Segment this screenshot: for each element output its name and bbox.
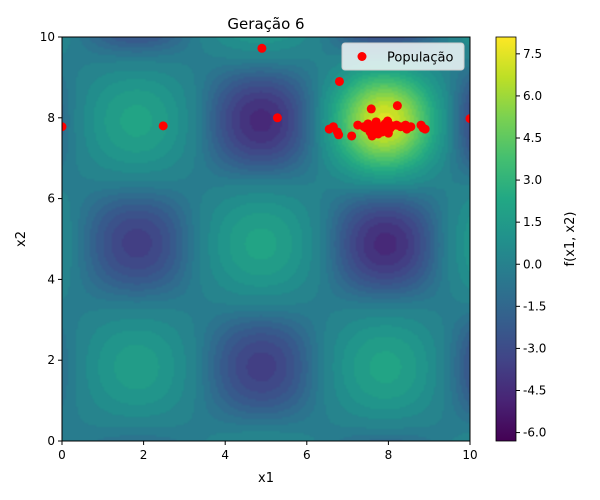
x-tick-label: 6 [303, 448, 311, 462]
x-tick-label: 0 [58, 448, 66, 462]
population-point [334, 130, 344, 140]
x-tick-label: 8 [385, 448, 393, 462]
chart-title: Geração 6 [227, 15, 304, 33]
population-point [392, 101, 402, 111]
colorbar-tick-label: 4.5 [523, 131, 542, 145]
population-point [359, 122, 369, 132]
contour-heatmap [62, 37, 470, 441]
colorbar-tick-label: 7.5 [523, 47, 542, 61]
y-tick-label: 6 [47, 192, 55, 206]
colorbar: -6.0 -4.5 -3.0 -1.5 0.0 1.5 3.0 4.5 6.0 7.5 f(x1,… [495, 36, 578, 442]
y-tick-label: 4 [47, 272, 55, 286]
population-point [366, 104, 376, 114]
contour-plot-area [62, 37, 470, 441]
x-tick-label: 10 [462, 448, 477, 462]
x-axis-label: x1 [258, 471, 274, 486]
population-point [62, 122, 67, 132]
colorbar-tick-label: 3.0 [523, 173, 542, 187]
population-point [272, 113, 282, 123]
colorbar-tick-label: -1.5 [523, 299, 546, 313]
colorbar-tick-label: -6.0 [523, 426, 546, 440]
population-point [334, 76, 344, 86]
population-point [257, 43, 267, 53]
colorbar-label: f(x1, x2) [563, 212, 578, 267]
colorbar-tick-label: -4.5 [523, 384, 546, 398]
legend: População [341, 42, 465, 71]
colorbar-gradient [495, 36, 517, 442]
colorbar-tick-label: 0.0 [523, 257, 542, 271]
population-point [420, 124, 430, 134]
colorbar-tick-label: 6.0 [523, 89, 542, 103]
population-point [383, 116, 393, 126]
population-point [347, 131, 357, 141]
population-point [158, 121, 168, 131]
colorbar-tick-label: -3.0 [523, 341, 546, 355]
x-tick-label: 4 [221, 448, 229, 462]
y-tick-label: 10 [40, 30, 55, 44]
y-tick-label: 0 [47, 434, 55, 448]
colorbar-tick-label: 1.5 [523, 215, 542, 229]
x-tick-label: 2 [140, 448, 148, 462]
x-axis: 0 2 4 6 8 10 [58, 441, 478, 462]
legend-box [341, 42, 465, 71]
y-axis: 0 2 4 6 8 10 [40, 30, 62, 448]
legend-label: População [387, 51, 454, 66]
legend-marker [357, 52, 367, 61]
plot-frame [61, 36, 471, 442]
population-point [465, 114, 470, 124]
population-point [406, 122, 416, 132]
y-tick-label: 2 [47, 353, 55, 367]
colorbar-ticks: -6.0 -4.5 -3.0 -1.5 0.0 1.5 3.0 4.5 6.0 7.5 [516, 47, 546, 440]
y-tick-label: 8 [47, 111, 55, 125]
y-axis-label: x2 [14, 231, 29, 247]
scatter-points [62, 43, 470, 141]
